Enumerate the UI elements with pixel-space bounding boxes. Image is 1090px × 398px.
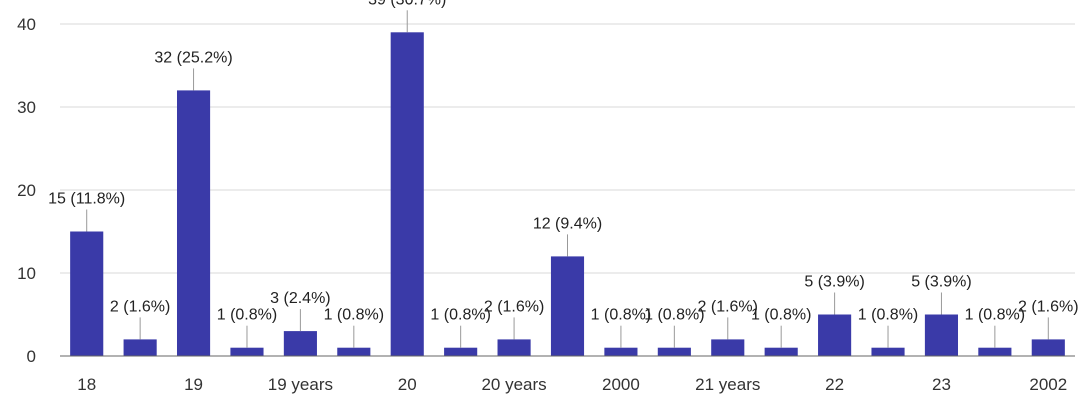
data-label: 2 (1.6%) xyxy=(1018,298,1078,315)
y-axis-ticks: 0 10 20 30 40 xyxy=(17,15,36,366)
x-tick-label: 21 years xyxy=(695,375,760,394)
x-tick-label: 19 xyxy=(184,375,203,394)
bar xyxy=(978,347,1012,356)
data-label: 15 (11.8%) xyxy=(48,191,125,208)
bar xyxy=(70,231,104,356)
x-tick-label: 2000 xyxy=(602,375,640,394)
bar xyxy=(337,347,371,356)
data-label: 1 (0.8%) xyxy=(430,307,490,324)
data-label: 2 (1.6%) xyxy=(484,298,544,315)
data-label: 2 (1.6%) xyxy=(110,298,170,315)
bar xyxy=(283,331,317,356)
y-tick-label: 0 xyxy=(27,347,36,366)
bar xyxy=(444,347,478,356)
data-label: 5 (3.9%) xyxy=(911,274,971,291)
x-tick-label: 18 xyxy=(77,375,96,394)
bar xyxy=(176,90,211,357)
bar xyxy=(711,339,745,356)
x-tick-label: 20 xyxy=(398,375,417,394)
data-label: 3 (2.4%) xyxy=(270,290,330,307)
y-tick-label: 20 xyxy=(17,181,36,200)
data-label: 32 (25.2%) xyxy=(154,49,232,66)
data-label: 39 (30.7%) xyxy=(368,0,446,8)
x-tick-label: 22 xyxy=(825,375,844,394)
x-tick-label: 19 years xyxy=(268,375,333,394)
bar xyxy=(657,347,691,356)
bar xyxy=(390,32,424,357)
data-label: 1 (0.8%) xyxy=(858,307,918,324)
data-label: 1 (0.8%) xyxy=(217,307,277,324)
bar xyxy=(818,314,852,356)
bar xyxy=(550,256,585,356)
bar xyxy=(123,339,157,356)
x-tick-label: 23 xyxy=(932,375,951,394)
data-label: 12 (9.4%) xyxy=(533,215,602,232)
bar xyxy=(604,347,638,356)
data-label: 1 (0.8%) xyxy=(324,307,384,324)
data-label: 2 (1.6%) xyxy=(698,298,758,315)
y-tick-label: 30 xyxy=(17,98,36,117)
y-tick-label: 40 xyxy=(17,15,36,34)
data-label: 5 (3.9%) xyxy=(804,274,864,291)
bar xyxy=(1031,339,1065,356)
x-tick-label: 20 years xyxy=(481,375,546,394)
bar xyxy=(230,347,264,356)
data-label: 1 (0.8%) xyxy=(591,307,651,324)
bar xyxy=(497,339,531,356)
bar xyxy=(764,347,798,356)
data-label: 1 (0.8%) xyxy=(644,307,704,324)
data-label: 1 (0.8%) xyxy=(751,307,811,324)
bar xyxy=(871,347,905,356)
data-labels: 15 (11.8%)2 (1.6%)32 (25.2%)1 (0.8%)3 (2… xyxy=(48,0,1079,348)
bars xyxy=(70,32,1065,357)
x-tick-label: 2002 xyxy=(1029,375,1067,394)
x-axis-ticks: 18 19 19 years 20 20 years 2000 21 years 22 23 20… xyxy=(77,375,1067,394)
y-tick-label: 10 xyxy=(17,264,36,283)
data-label: 1 (0.8%) xyxy=(965,307,1025,324)
bar xyxy=(924,314,959,356)
